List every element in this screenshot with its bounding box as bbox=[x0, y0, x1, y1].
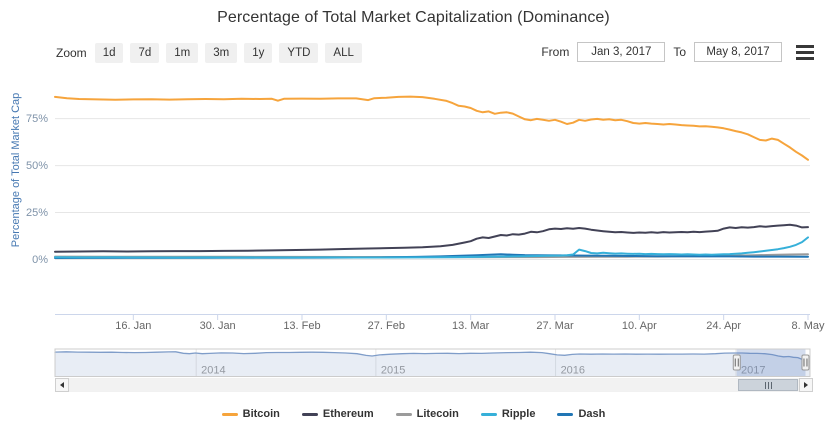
left-arrow-icon bbox=[60, 382, 64, 388]
right-arrow-icon bbox=[804, 382, 808, 388]
navigator-scrollbar[interactable] bbox=[55, 378, 813, 392]
zoom-button-1y[interactable]: 1y bbox=[244, 43, 273, 63]
navigator-right-handle[interactable] bbox=[801, 354, 810, 371]
x-tick-label: 8. May bbox=[791, 320, 825, 332]
y-tick-label: 0% bbox=[32, 254, 48, 266]
x-tick-label: 13. Mar bbox=[452, 320, 490, 332]
x-tick-label: 24. Apr bbox=[706, 320, 741, 332]
legend-item-ripple[interactable]: Ripple bbox=[480, 408, 536, 420]
from-label: From bbox=[541, 45, 570, 59]
navigator-year-label: 2017 bbox=[741, 365, 765, 377]
legend-item-bitcoin[interactable]: Bitcoin bbox=[221, 408, 280, 420]
from-date-input[interactable] bbox=[577, 42, 666, 62]
y-tick-label: 50% bbox=[26, 160, 48, 172]
zoom-button-ytd[interactable]: YTD bbox=[279, 43, 319, 63]
legend-label: Litecoin bbox=[416, 408, 459, 420]
navigator-selected-range[interactable] bbox=[736, 349, 806, 377]
to-label: To bbox=[673, 45, 686, 59]
series-line-ripple bbox=[54, 236, 809, 259]
navigator-year-label: 2016 bbox=[561, 365, 585, 377]
legend-label: Bitcoin bbox=[242, 408, 280, 420]
legend: Bitcoin Ethereum Litecoin Ripple Dash bbox=[0, 405, 827, 423]
legend-item-litecoin[interactable]: Litecoin bbox=[395, 408, 459, 420]
hamburger-menu-icon[interactable] bbox=[796, 44, 814, 60]
legend-swatch-dash bbox=[557, 412, 574, 416]
legend-swatch-ripple bbox=[480, 412, 497, 416]
series-line-ethereum bbox=[54, 223, 809, 253]
x-tick-label: 27. Feb bbox=[368, 320, 405, 332]
y-tick-label: 75% bbox=[26, 113, 48, 125]
legend-item-ethereum[interactable]: Ethereum bbox=[301, 408, 374, 420]
navigator-line bbox=[54, 351, 811, 363]
legend-swatch-bitcoin bbox=[221, 412, 238, 416]
legend-item-dash[interactable]: Dash bbox=[557, 408, 605, 420]
series-line-bitcoin bbox=[54, 95, 809, 161]
scrollbar-track[interactable] bbox=[69, 378, 799, 392]
x-tick-label: 13. Feb bbox=[283, 320, 320, 332]
legend-swatch-litecoin bbox=[395, 412, 412, 416]
zoom-button-group: Zoom 1d 7d 1m 3m 1y YTD ALL bbox=[56, 43, 362, 63]
x-axis: 16. Jan 30. Jan 13. Feb 27. Feb 13. Mar 27. M… bbox=[55, 314, 825, 332]
y-tick-label: 25% bbox=[26, 207, 48, 219]
zoom-button-7d[interactable]: 7d bbox=[130, 43, 160, 63]
x-tick-label: 10. Apr bbox=[622, 320, 657, 332]
x-tick-label: 27. Mar bbox=[536, 320, 574, 332]
zoom-label: Zoom bbox=[56, 46, 87, 60]
legend-label: Dash bbox=[578, 408, 606, 420]
navigator-year-label: 2014 bbox=[201, 365, 225, 377]
zoom-button-3m[interactable]: 3m bbox=[205, 43, 238, 63]
legend-label: Ethereum bbox=[322, 408, 374, 420]
navigator[interactable]: 2014 2015 2016 2017 bbox=[54, 348, 811, 377]
zoom-button-1m[interactable]: 1m bbox=[166, 43, 199, 63]
y-gridlines: 0% 25% 50% 75% bbox=[26, 113, 810, 266]
navigator-area bbox=[55, 351, 810, 377]
scrollbar-thumb[interactable] bbox=[738, 379, 798, 391]
date-range-group: From To bbox=[541, 42, 814, 62]
page-title: Percentage of Total Market Capitalizatio… bbox=[217, 9, 610, 26]
legend-swatch-ethereum bbox=[301, 412, 318, 416]
zoom-button-1d[interactable]: 1d bbox=[94, 43, 124, 63]
navigator-left-handle[interactable] bbox=[732, 354, 741, 371]
x-tick-label: 30. Jan bbox=[200, 320, 236, 332]
to-date-input[interactable] bbox=[694, 42, 782, 62]
scrollbar-left-arrow-button[interactable] bbox=[55, 378, 69, 392]
x-tick-label: 16. Jan bbox=[115, 320, 151, 332]
navigator-year-label: 2015 bbox=[381, 365, 405, 377]
navigator-border bbox=[54, 348, 811, 377]
scrollbar-right-arrow-button[interactable] bbox=[799, 378, 813, 392]
legend-label: Ripple bbox=[501, 408, 536, 420]
zoom-button-all[interactable]: ALL bbox=[325, 43, 362, 63]
